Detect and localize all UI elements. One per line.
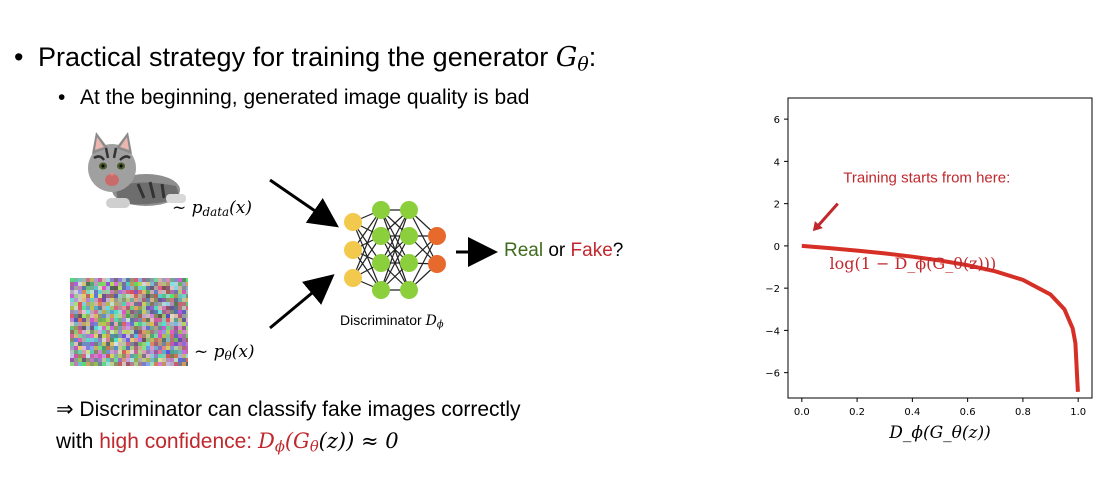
network-node (344, 241, 362, 259)
main-bullet-text: Practical strategy for training the gene… (38, 42, 556, 72)
ptheta-label: ~ pθ(x) (194, 342, 255, 363)
network-edge (380, 209, 410, 264)
network-edges (352, 209, 438, 291)
network-node (372, 281, 390, 299)
network-node (400, 201, 418, 219)
network-node (372, 201, 390, 219)
network-node (372, 254, 390, 272)
arrow-fake-to-disc (269, 274, 335, 330)
x-axis-label: D_ϕ(G_θ(z)) (888, 423, 991, 443)
network-node (400, 227, 418, 245)
network-edge (380, 209, 410, 291)
bullet-dot: • (58, 86, 66, 109)
curve-label: log(1 − D_ϕ(G_θ(z))) (829, 254, 996, 273)
x-tick-label: 0.0 (794, 407, 810, 418)
y-axis-ticks: 6 4 2 0 −2 −4 −6 (765, 115, 788, 380)
confidence-formula: Dϕ(Gθ (257, 429, 319, 456)
network-node (372, 227, 390, 245)
x-tick-label: 0.6 (960, 407, 976, 418)
x-tick-label: 0.2 (849, 407, 865, 418)
neural-network-diagram (269, 178, 498, 330)
bullet-dot: • (14, 42, 24, 72)
y-tick-label: 4 (774, 157, 780, 168)
loss-curve (801, 243, 1080, 392)
plot-frame (787, 97, 1093, 399)
annotation-text: Training starts from here: (843, 170, 1010, 187)
x-tick-label: 0.8 (1015, 407, 1031, 418)
network-edge (408, 209, 438, 265)
y-tick-label: −6 (765, 369, 780, 380)
real-word: Real (504, 240, 544, 261)
y-tick-label: −2 (765, 284, 780, 295)
network-node (344, 269, 362, 287)
fake-word: Fake (570, 240, 613, 261)
conclusion-line-2: with high confidence: Dϕ(Gθ(z)) ≈ 0 (56, 429, 399, 456)
sub-bullet-text: At the beginning, generated image qualit… (80, 86, 530, 109)
sub-bullet: • At the beginning, generated image quali… (58, 84, 529, 112)
network-node (344, 213, 362, 231)
y-tick-label: 6 (774, 115, 780, 126)
network-edge (408, 235, 438, 291)
cat-photo (88, 132, 186, 208)
arrow-real-to-disc (269, 178, 339, 228)
annotation-arrowhead (812, 221, 823, 232)
y-tick-label: −4 (765, 326, 780, 337)
conclusion-line-1: ⇒ Discriminator can classify fake images… (56, 398, 521, 421)
network-nodes (344, 201, 446, 299)
real-or-fake: Real or Fake? (504, 240, 624, 261)
network-node (400, 254, 418, 272)
network-node (400, 281, 418, 299)
annotation-arrow (815, 202, 839, 229)
y-tick-label: 0 (774, 242, 780, 253)
y-tick-label: 2 (774, 200, 780, 211)
random-noise-image (70, 278, 188, 366)
high-confidence-text: high confidence: (99, 430, 258, 453)
x-tick-label: 1.0 (1070, 407, 1086, 418)
x-axis-ticks: 0.0 0.2 0.4 0.6 0.8 1.0 (794, 398, 1086, 418)
x-tick-label: 0.4 (904, 407, 920, 418)
network-node (428, 255, 446, 273)
discriminator-label: Discriminator Dϕ (340, 312, 444, 331)
loss-curve-chart: 6 4 2 0 −2 −4 −6 0.0 0.2 0.4 0.6 0.8 1.0 log(1 − D_… (765, 97, 1093, 443)
network-edge (380, 235, 410, 291)
generator-symbol: Gθ (555, 42, 589, 76)
network-node (428, 227, 446, 245)
main-bullet: • Practical strategy for training the gen… (14, 42, 597, 76)
network-edge (352, 209, 382, 279)
pdata-label: ~ pdata(x) (172, 198, 252, 219)
